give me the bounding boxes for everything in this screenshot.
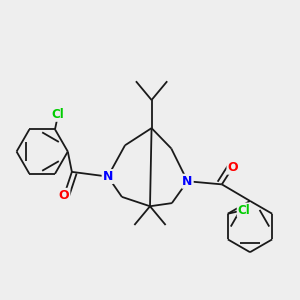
- Text: Cl: Cl: [52, 108, 64, 121]
- Text: O: O: [59, 189, 69, 202]
- Text: N: N: [103, 170, 113, 183]
- Text: O: O: [227, 161, 238, 174]
- Text: N: N: [182, 175, 193, 188]
- Text: Cl: Cl: [238, 203, 250, 217]
